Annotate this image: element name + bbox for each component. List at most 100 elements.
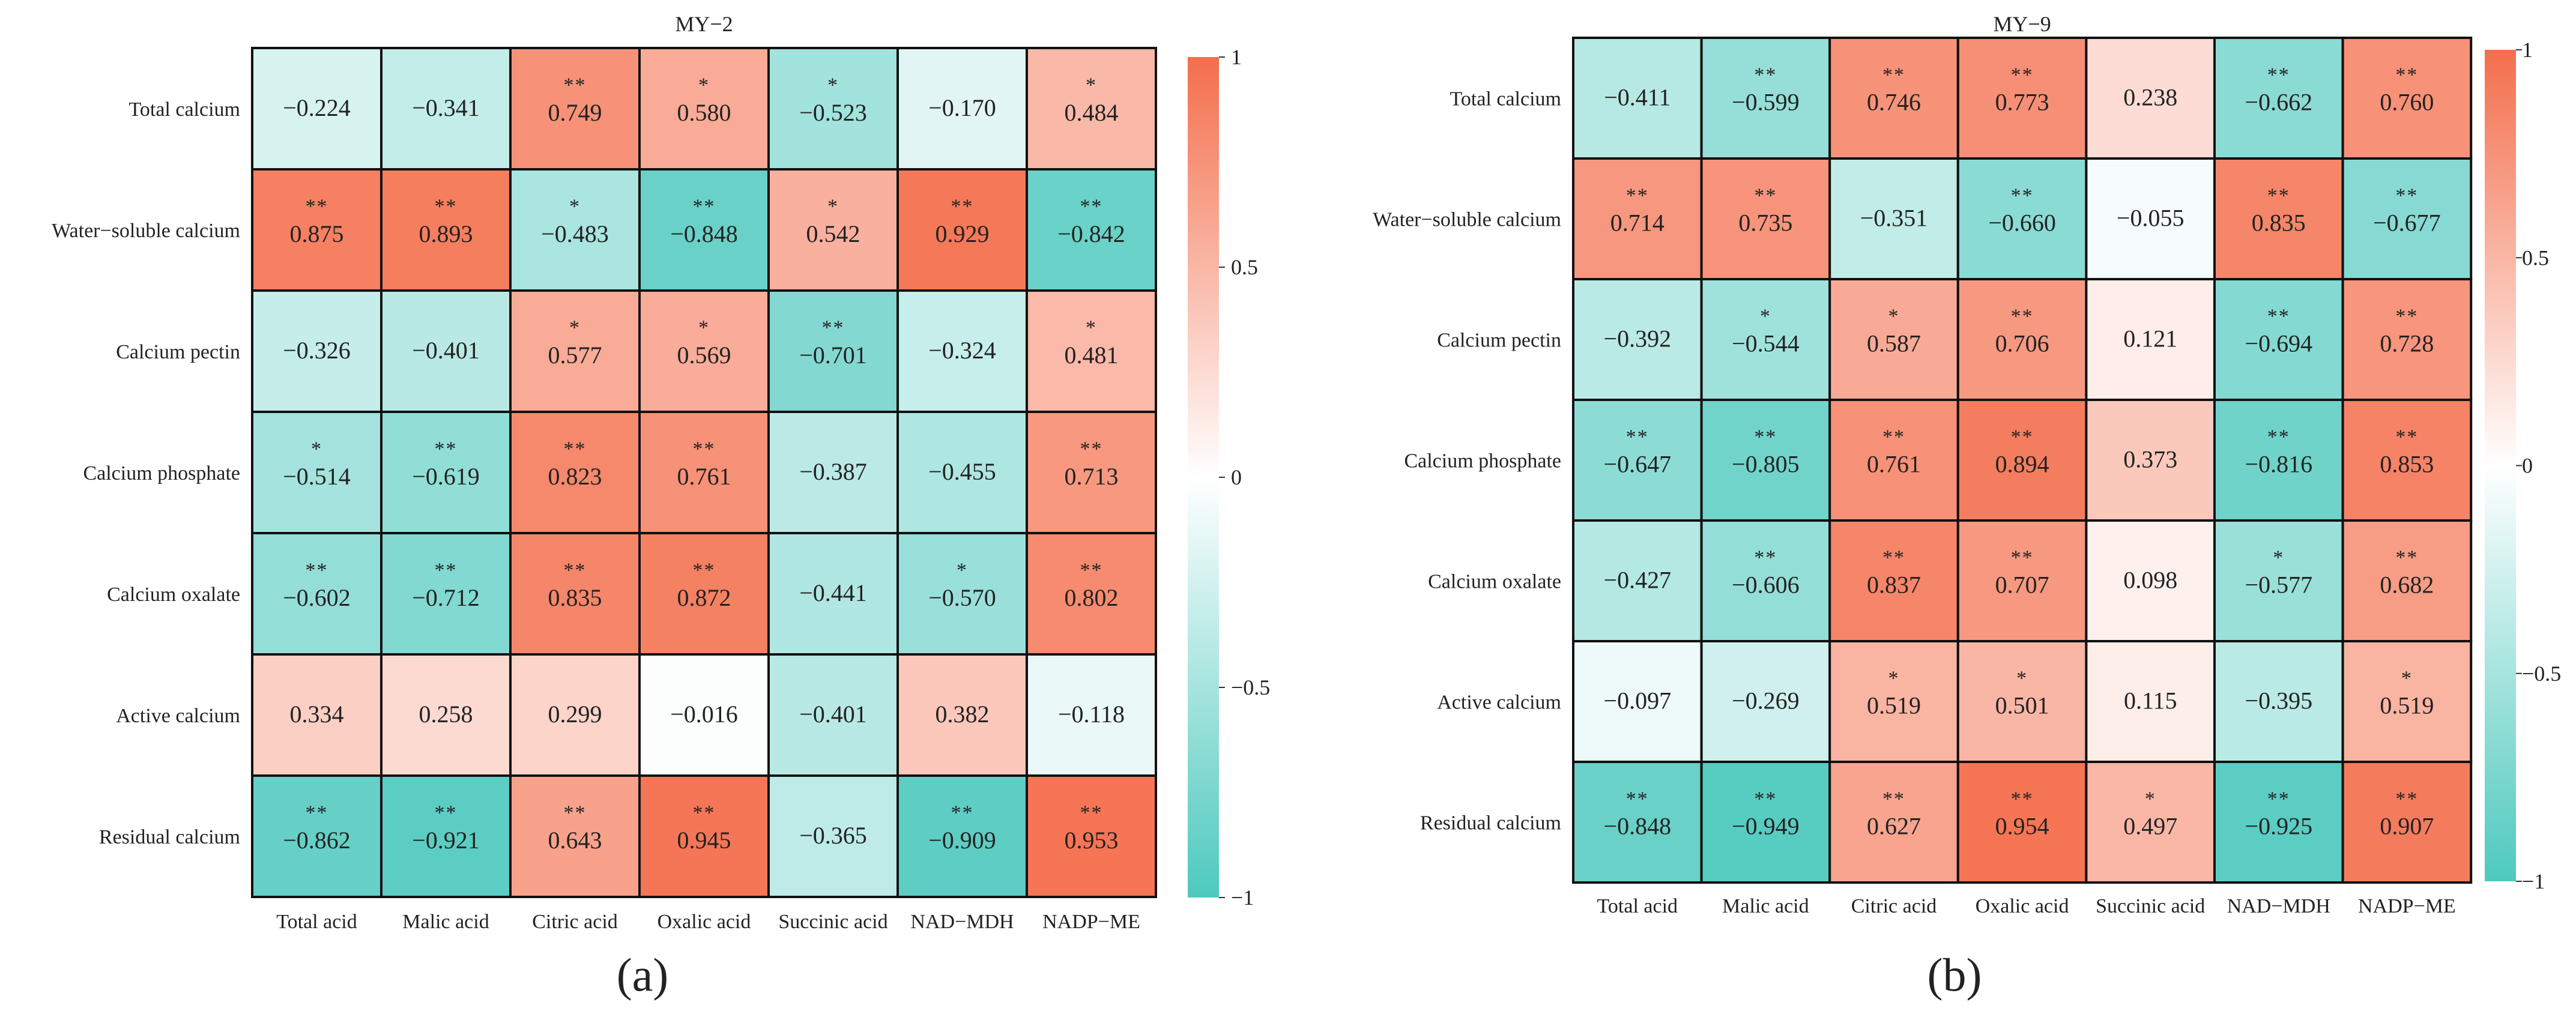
significance-mark: ** (1080, 560, 1103, 582)
heatmap-cell (380, 47, 512, 171)
data-label: 0.497 (2123, 813, 2177, 840)
significance-mark: * (2401, 667, 2413, 689)
data-label: −0.341 (412, 94, 480, 121)
data-label: −0.816 (2245, 451, 2313, 478)
data-label: 0.749 (548, 99, 602, 126)
data-label: −0.842 (1057, 220, 1125, 247)
significance-mark: ** (2267, 426, 2290, 448)
heatmap-cell (2085, 519, 2216, 642)
data-label: −0.395 (2245, 687, 2313, 714)
significance-mark: ** (2011, 184, 2034, 207)
data-label: −0.324 (928, 337, 996, 364)
data-label: −0.455 (928, 458, 996, 485)
data-label: 0.837 (1867, 572, 1921, 599)
heatmap-cell (509, 532, 641, 656)
significance-mark: * (1888, 305, 1900, 327)
heatmap-cell (1828, 37, 1959, 160)
row-tick-label: Water−soluble calcium (1373, 209, 1561, 231)
data-label: 0.577 (548, 342, 602, 369)
heatmap-cell (380, 411, 512, 534)
significance-mark: * (827, 74, 839, 97)
significance-mark: ** (435, 802, 458, 824)
heatmap-cell (638, 411, 770, 534)
heatmap-cell (251, 168, 382, 292)
data-label: 0.238 (2123, 84, 2177, 111)
significance-mark: ** (1754, 426, 1777, 448)
data-label: 0.519 (2380, 692, 2434, 719)
data-label: −0.365 (799, 822, 867, 849)
heatmap-cell (1956, 640, 2088, 763)
data-label: 0.894 (1995, 451, 2049, 478)
data-label: 0.761 (1867, 451, 1921, 478)
data-label: 0.945 (677, 827, 731, 854)
significance-mark: ** (693, 560, 716, 582)
column-tick-label: NAD−MDH (2227, 895, 2330, 917)
heatmap-panel-2: MY−9−0.411**−0.599**0.746**0.773 0.238**−… (1373, 12, 2561, 1001)
significance-mark: ** (822, 317, 845, 339)
significance-mark: ** (1080, 438, 1103, 460)
heatmap-cell (251, 774, 382, 898)
heatmap-cell (1700, 519, 1831, 642)
heatmap-cell (251, 532, 382, 656)
significance-mark: * (311, 438, 322, 460)
significance-mark: ** (306, 560, 328, 582)
heatmap-cell (767, 774, 899, 898)
significance-mark: * (1888, 667, 1900, 689)
panel-label: (b) (1927, 949, 1982, 1001)
heatmap-cell (1026, 653, 1157, 777)
heatmap-cell (1700, 399, 1831, 522)
column-tick-label: Succinic acid (2096, 895, 2205, 917)
significance-mark: ** (2395, 64, 2418, 86)
data-label: 0.761 (677, 463, 731, 490)
data-label: 0.481 (1065, 342, 1119, 369)
heatmap-cell (1700, 278, 1831, 401)
data-label: −0.224 (283, 94, 351, 121)
heatmap-cell (380, 289, 512, 413)
significance-mark: ** (951, 802, 974, 824)
heatmap-cell (380, 653, 512, 777)
data-label: 0.334 (290, 701, 344, 728)
significance-mark: ** (2395, 184, 2418, 207)
data-label: −0.577 (2245, 572, 2313, 599)
row-tick-label: Total calcium (129, 98, 241, 121)
column-tick-label: Malic acid (1722, 895, 1809, 917)
heatmap-cell (896, 774, 1028, 898)
data-label: 0.713 (1065, 463, 1119, 490)
data-label: −0.570 (928, 584, 996, 611)
heatmap-cell (1026, 411, 1157, 534)
significance-mark: ** (2267, 64, 2290, 86)
data-label: −0.118 (1058, 701, 1125, 728)
data-label: 0.907 (2380, 813, 2434, 840)
significance-mark: ** (2011, 305, 2034, 327)
row-tick-label: Calcium pectin (1437, 330, 1561, 352)
column-tick-label: NADP−ME (2358, 895, 2456, 917)
row-tick-label: Calcium oxalate (107, 584, 240, 606)
heatmap-cell (509, 774, 641, 898)
significance-mark: * (957, 560, 968, 582)
significance-mark: ** (2011, 546, 2034, 569)
column-tick-label: Total acid (1597, 895, 1678, 917)
data-label: −0.862 (283, 827, 351, 854)
significance-mark: ** (1754, 184, 1777, 207)
significance-mark: ** (2395, 546, 2418, 569)
data-label: −0.523 (799, 99, 867, 126)
data-label: −0.514 (283, 463, 351, 490)
heatmap-cell (2085, 399, 2216, 522)
significance-mark: * (698, 317, 710, 339)
data-label: 0.519 (1867, 692, 1921, 719)
significance-mark: ** (306, 196, 328, 218)
data-label: −0.599 (1732, 89, 1800, 116)
colorbar-tick-label: −0.5 (2522, 662, 2561, 686)
data-label: −0.326 (283, 337, 351, 364)
heatmap-cell (767, 168, 899, 292)
row-tick-label: Water−soluble calcium (52, 220, 240, 242)
data-label: 0.929 (936, 220, 990, 247)
data-label: 0.875 (290, 220, 344, 247)
heatmap-cell (1956, 157, 2088, 280)
significance-mark: ** (1626, 184, 1649, 207)
row-tick-label: Calcium phosphate (83, 462, 240, 484)
data-label: −0.848 (1604, 813, 1672, 840)
heatmap-cell (251, 411, 382, 534)
data-label: 0.853 (2380, 451, 2434, 478)
